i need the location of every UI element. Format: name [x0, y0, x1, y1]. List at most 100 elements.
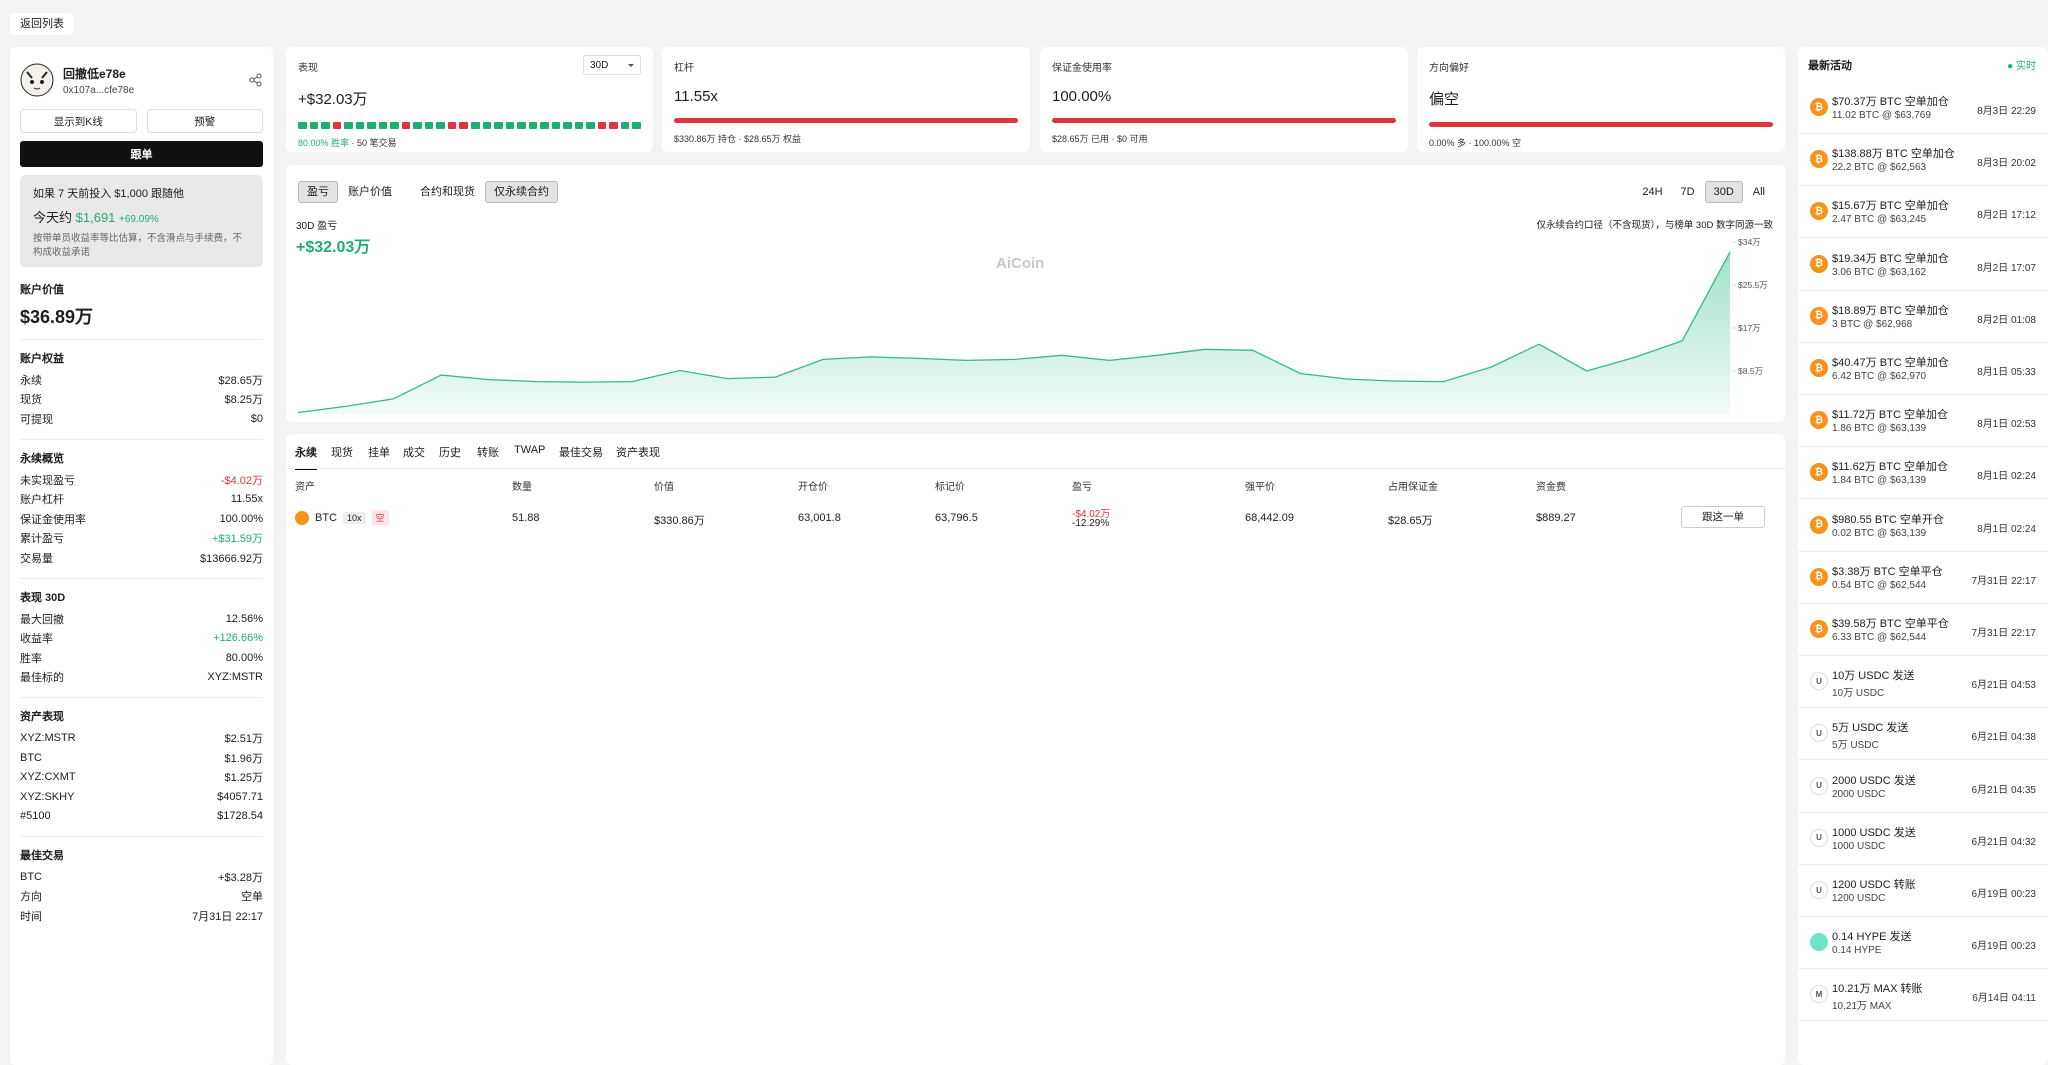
position-tab[interactable]: 历史 — [439, 447, 461, 459]
leverage-badge: 10x — [343, 511, 366, 524]
back-button[interactable]: 返回列表 — [10, 13, 74, 35]
period-select[interactable]: 30D — [583, 55, 641, 75]
section: 永续概览 未实现盈亏 -$4.02万 账户杠杆 11.55x 保证金使用率 100.00% 累… — [20, 438, 263, 568]
trade-strip — [298, 122, 641, 129]
position-tab[interactable]: 现货 — [331, 447, 353, 459]
activity-title: $15.67万 BTC 空单加仓 — [1832, 200, 1949, 213]
activity-title: $40.47万 BTC 空单加仓 — [1832, 357, 1949, 369]
column-header[interactable]: 占用保证金 — [1388, 482, 1438, 493]
activity-sub: 1200 USDC — [1832, 893, 1886, 904]
activity-item: ₿ $11.72万 BTC 空单加仓 1.86 BTC @ $63,139 8月1日 … — [1798, 395, 2048, 448]
card-value: +$32.03万 — [298, 91, 368, 108]
stat-label: 方向 — [20, 891, 42, 904]
liq-cell: 68,442.09 — [1245, 512, 1294, 524]
tab[interactable]: All — [1752, 186, 1765, 198]
divider — [286, 468, 1785, 469]
stat-row: 账户杠杆 11.55x — [20, 489, 263, 509]
column-header: 资产 — [295, 482, 315, 493]
position-tab[interactable]: 永续 — [295, 444, 317, 470]
activity-title: 1200 USDC 转账 — [1832, 879, 1916, 891]
profile: 回撤低e78e 0x107a...cfe78e — [20, 57, 263, 103]
activity-time: 7月31日 22:17 — [1971, 575, 2037, 587]
activity-icon: ₿ — [1810, 98, 1828, 116]
activity-item: U 2000 USDC 发送 2000 USDC 6月21日 04:35 — [1798, 761, 2048, 813]
position-tab[interactable]: 成交 — [403, 447, 425, 459]
activity-icon: ₿ — [1810, 254, 1828, 273]
activity-icon: U — [1810, 828, 1828, 847]
column-header[interactable]: 盈亏 — [1072, 482, 1092, 493]
section-title: 永续概览 — [20, 452, 64, 465]
stat-value: XYZ:MSTR — [207, 671, 263, 684]
activity-item: ₿ $138.88万 BTC 空单加仓 22.2 BTC @ $62,563 8月3日… — [1798, 134, 2048, 187]
position-tab[interactable]: TWAP — [514, 444, 546, 456]
tab[interactable]: 30D — [1704, 181, 1743, 203]
stat-row: 未实现盈亏 -$4.02万 — [20, 470, 263, 490]
watermark: AiCoin — [996, 255, 1045, 272]
activity-title: 10万 USDC 发送 — [1832, 670, 1915, 683]
stat-value: $13666.92万 — [200, 552, 263, 565]
stat-label: 永续 — [20, 374, 42, 387]
mark-cell: 63,796.5 — [935, 512, 978, 524]
activity-sub: 5万 USDC — [1832, 740, 1879, 752]
today-change: +69.09% — [119, 214, 159, 225]
stat-value: $1.25万 — [224, 772, 263, 785]
trader-name: 回撤低e78e — [63, 66, 126, 81]
y-tick-label: $8.5万 — [1738, 366, 1763, 376]
column-header[interactable]: 数量 — [512, 482, 532, 493]
funding-cell: $889.27 — [1536, 512, 1576, 524]
follow-trade-button[interactable]: 跟这一单 — [1681, 506, 1765, 528]
column-header[interactable]: 强平价 — [1245, 482, 1275, 493]
section-title: 表现 30D — [20, 591, 66, 604]
activity-icon: ₿ — [1810, 620, 1828, 638]
pnl-pct-cell: -12.29% — [1072, 518, 1110, 529]
tab[interactable]: 账户价值 — [348, 186, 392, 198]
area-fill — [298, 252, 1730, 414]
column-header[interactable]: 开仓价 — [798, 482, 828, 493]
activity-item: 0.14 HYPE 发送 0.14 HYPE 6月19日 00:23 — [1798, 917, 2048, 970]
column-header[interactable]: 价值 — [654, 482, 674, 493]
stat-row: BTC $1.96万 — [20, 748, 263, 768]
card-label: 杠杆 — [674, 63, 694, 74]
tab[interactable]: 仅永续合约 — [485, 181, 558, 203]
follow-button[interactable]: 跟单 — [20, 141, 263, 167]
activity-title: $70.37万 BTC 空单加仓 — [1832, 96, 1949, 108]
activity-sub: 1000 USDC — [1832, 840, 1886, 852]
entry-cell: 63,001.8 — [798, 512, 841, 524]
activity-icon: ₿ — [1810, 411, 1828, 430]
activity-sub: 6.33 BTC @ $62,544 — [1832, 632, 1927, 643]
position-tab[interactable]: 资产表现 — [616, 447, 660, 459]
stat-row: 保证金使用率 100.00% — [20, 509, 263, 529]
activity-time: 7月31日 22:17 — [1971, 628, 2037, 639]
position-tab[interactable]: 挂单 — [368, 447, 390, 459]
position-tab[interactable]: 转账 — [477, 447, 499, 459]
activity-title: $11.62万 BTC 空单加仓 — [1832, 461, 1948, 474]
tab[interactable]: 合约和现货 — [420, 186, 475, 198]
activity-item: ₿ $19.34万 BTC 空单加仓 3.06 BTC @ $63,162 8月2日 … — [1798, 239, 2048, 291]
activity-panel: 最新活动 ● 实时 ₿ $70.37万 BTC 空单加仓 11.02 BTC @ $… — [1798, 47, 2048, 1065]
margin-card: 保证金使用率 100.00% $28.65万 已用 · $0 可用 — [1040, 47, 1408, 152]
size-cell: 51.88 — [512, 512, 540, 524]
avatar — [20, 63, 54, 97]
activity-title: 1000 USDC 发送 — [1832, 826, 1916, 839]
column-header[interactable]: 资金费 — [1536, 482, 1566, 493]
stat-label: 最佳标的 — [20, 672, 64, 685]
stat-value: $28.65万 — [218, 374, 263, 387]
stat-row: XYZ:CXMT $1.25万 — [20, 767, 263, 787]
activity-item: M 10.21万 MAX 转账 10.21万 MAX 6月14日 04:11 — [1798, 969, 2048, 1022]
tab[interactable]: 7D — [1680, 186, 1695, 198]
area-line — [297, 251, 1731, 414]
column-header[interactable]: 标记价 — [935, 482, 965, 493]
activity-sub: 10万 USDC — [1832, 688, 1885, 700]
activity-item: ₿ $40.47万 BTC 空单加仓 6.42 BTC @ $62,970 8月1日 … — [1798, 343, 2048, 395]
alert-button[interactable]: 预警 — [146, 109, 263, 133]
tab[interactable]: 24H — [1642, 186, 1663, 198]
tab[interactable]: 盈亏 — [298, 181, 338, 203]
kline-button[interactable]: 显示到K线 — [20, 109, 137, 133]
stat-label: BTC — [20, 870, 42, 883]
position-tab[interactable]: 最佳交易 — [559, 447, 603, 459]
share-icon[interactable] — [249, 73, 263, 87]
chart-panel: 盈亏 账户价值 合约和现货 仅永续合约 24H 7D 30D All 30D 盈亏 +$3… — [286, 165, 1785, 422]
stat-label: 时间 — [20, 911, 42, 924]
stat-label: XYZ:SKHY — [20, 790, 75, 803]
stat-row: XYZ:MSTR $2.51万 — [20, 728, 263, 748]
